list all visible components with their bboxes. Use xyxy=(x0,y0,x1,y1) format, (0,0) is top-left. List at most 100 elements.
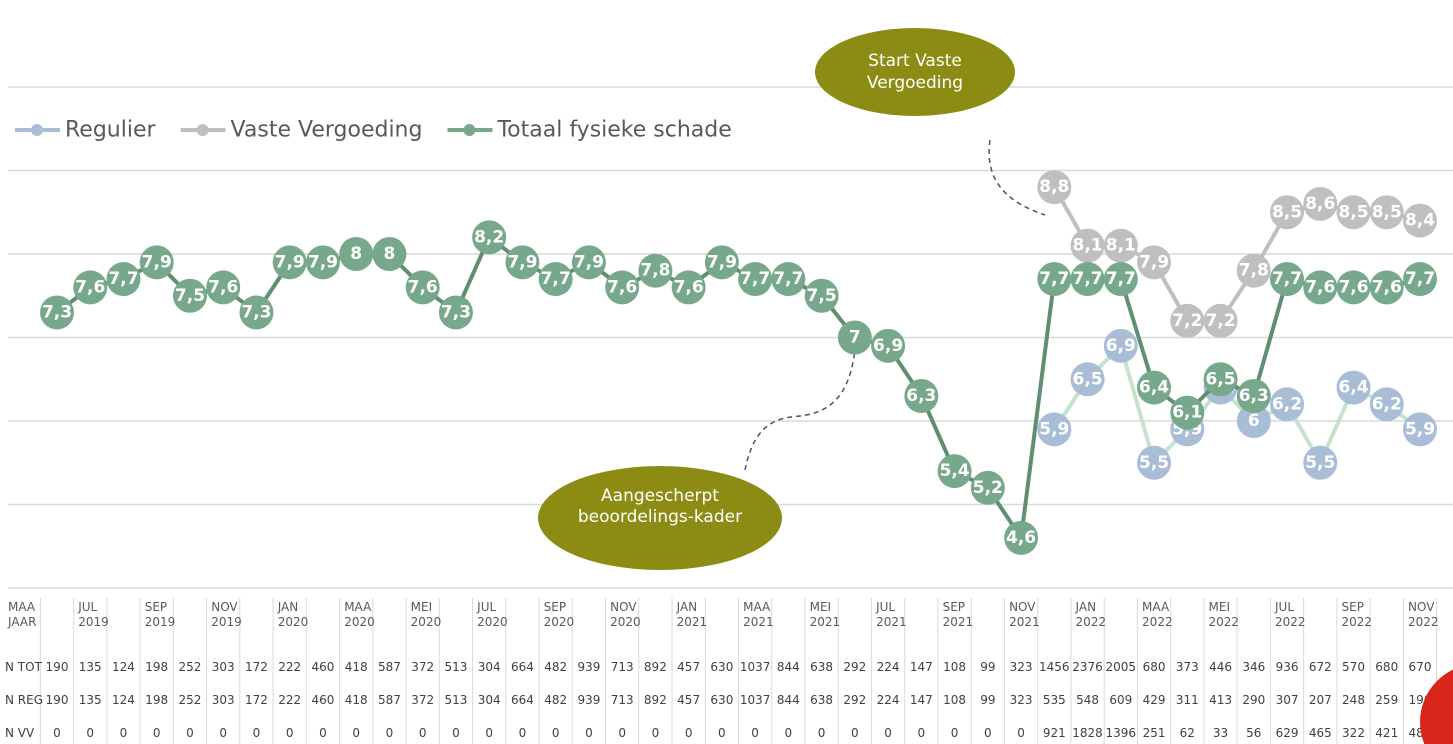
cell: 1396 xyxy=(1106,726,1137,740)
data-label: 7,5 xyxy=(175,286,205,306)
cell: 0 xyxy=(485,726,493,740)
cell: 457 xyxy=(677,693,700,707)
point xyxy=(1369,387,1404,422)
cell: 892 xyxy=(644,693,667,707)
cell: 457 xyxy=(677,660,700,674)
cell: 936 xyxy=(1276,660,1299,674)
point xyxy=(1403,412,1437,447)
point xyxy=(1137,445,1172,480)
point xyxy=(638,253,673,288)
x-tick-label: NOV 2020 xyxy=(610,600,641,629)
point xyxy=(1170,303,1205,338)
data-table: N TOT 190 135 124 198 252 303 172 222 460 418 587 37… xyxy=(5,598,1438,744)
point xyxy=(239,295,274,330)
data-label: 7,7 xyxy=(108,269,138,289)
cell: 0 xyxy=(153,726,161,740)
cell: 0 xyxy=(519,726,527,740)
x-tick-label: MAA 2020 xyxy=(344,600,375,629)
point xyxy=(704,245,739,280)
point xyxy=(1270,387,1305,422)
cell: 304 xyxy=(478,660,501,674)
data-label: 8,5 xyxy=(1272,202,1302,222)
point xyxy=(837,320,872,355)
cell: 548 xyxy=(1076,693,1099,707)
x-tick-label: SEP 2022 xyxy=(1341,600,1373,629)
data-label: 7,7 xyxy=(1072,269,1102,289)
cell: 844 xyxy=(777,660,800,674)
point xyxy=(1004,520,1039,555)
x-tick-label: SEP 2020 xyxy=(543,600,575,629)
legend: Regulier Vaste Vergoeding Totaal fysieke s… xyxy=(15,118,732,143)
data-label: 6 xyxy=(1248,411,1260,431)
cell: 198 xyxy=(145,660,168,674)
data-label: 7,7 xyxy=(541,269,571,289)
cell: 587 xyxy=(378,660,401,674)
cell: 248 xyxy=(1342,693,1365,707)
data-label: 5,4 xyxy=(940,461,970,481)
data-label: 5,9 xyxy=(1039,419,1069,439)
x-tick-label: JUL 2020 xyxy=(477,600,508,629)
cell: 108 xyxy=(943,693,966,707)
data-label: 6,2 xyxy=(1272,394,1302,414)
x-tick-label: JUL 2022 xyxy=(1275,600,1306,629)
cell: 482 xyxy=(544,660,567,674)
cell: 0 xyxy=(186,726,194,740)
point xyxy=(272,245,307,280)
cell: 172 xyxy=(245,660,268,674)
cell: 346 xyxy=(1242,660,1265,674)
cell: 630 xyxy=(710,660,733,674)
point xyxy=(1170,395,1205,430)
data-label: 7,7 xyxy=(740,269,770,289)
cell: 292 xyxy=(843,693,866,707)
data-label: 8,5 xyxy=(1372,202,1402,222)
point xyxy=(1037,170,1072,205)
point xyxy=(40,295,74,330)
data-label: 7,5 xyxy=(807,286,837,306)
data-label: 7,9 xyxy=(1139,252,1169,272)
cell: 0 xyxy=(585,726,593,740)
cell: 99 xyxy=(980,693,995,707)
cell: 198 xyxy=(145,693,168,707)
data-label: 6,9 xyxy=(1106,336,1136,356)
x-tick-label: NOV 2021 xyxy=(1009,600,1040,629)
cell: 0 xyxy=(86,726,94,740)
cell: 303 xyxy=(212,693,235,707)
series-line xyxy=(1052,342,1422,468)
cell: 1037 xyxy=(740,693,771,707)
data-label: 8,4 xyxy=(1405,211,1435,231)
data-label: 8 xyxy=(350,244,362,264)
data-label: 7,7 xyxy=(1272,269,1302,289)
data-label: 5,9 xyxy=(1405,419,1435,439)
cell: 56 xyxy=(1246,726,1261,740)
data-label: 5,2 xyxy=(973,478,1003,498)
point xyxy=(1236,253,1271,288)
cell: 304 xyxy=(478,693,501,707)
point xyxy=(372,237,407,271)
data-label: 7,2 xyxy=(1205,311,1235,331)
cell: 62 xyxy=(1180,726,1195,740)
cell: 303 xyxy=(212,660,235,674)
cell: 465 xyxy=(1309,726,1332,740)
x-tick-label: SEP 2021 xyxy=(942,600,974,629)
data-label: 6,5 xyxy=(1072,369,1102,389)
data-label: 7,9 xyxy=(707,252,737,272)
cell: 224 xyxy=(877,693,900,707)
cell: 0 xyxy=(552,726,560,740)
cell: 482 xyxy=(544,693,567,707)
cell: 638 xyxy=(810,693,833,707)
point xyxy=(1070,262,1105,297)
cell: 190 xyxy=(46,693,69,707)
cell: 108 xyxy=(943,660,966,674)
data-label: 7,9 xyxy=(275,252,305,272)
cell: 429 xyxy=(1143,693,1166,707)
annotation-bubble xyxy=(815,28,1015,116)
cell: 0 xyxy=(618,726,626,740)
point xyxy=(172,278,207,313)
point xyxy=(1137,245,1172,280)
x-tick-label: MAA 2021 xyxy=(743,600,774,629)
cell: 921 xyxy=(1043,726,1066,740)
cell: 421 xyxy=(1375,726,1398,740)
data-label: 7,3 xyxy=(441,302,471,322)
